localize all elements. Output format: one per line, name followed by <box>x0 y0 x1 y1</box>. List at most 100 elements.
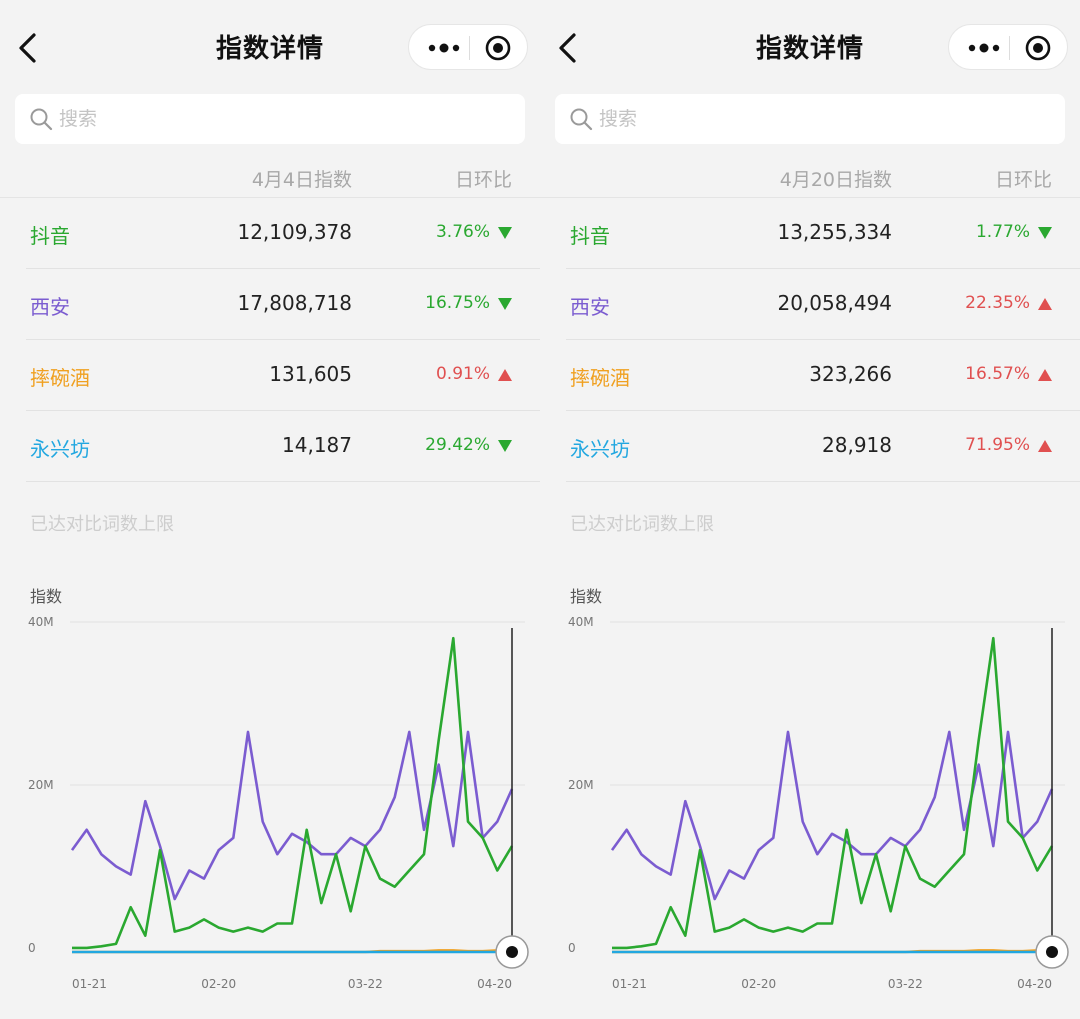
keyword-row[interactable]: 抖音 13,255,334 1.77% <box>540 198 1080 269</box>
series-line-douyin <box>72 636 514 950</box>
x-tick-label: 02-20 <box>741 977 776 991</box>
triangle-up-icon <box>1038 440 1052 452</box>
ratio-value: 22.35% <box>965 293 1030 313</box>
triangle-up-icon <box>1038 369 1052 381</box>
chart-ylabel: 指数 <box>570 587 603 606</box>
cursor-handle[interactable] <box>1035 935 1069 969</box>
row-divider <box>566 339 1080 340</box>
x-tick-label: 01-21 <box>612 977 647 991</box>
keyword-label: 永兴坊 <box>570 437 630 461</box>
table-header: 4月20日指数 日环比 <box>540 160 1080 198</box>
ratio-value: 71.95% <box>965 435 1030 455</box>
search-box[interactable] <box>15 94 525 144</box>
close-record-icon[interactable] <box>485 35 511 61</box>
trend-chart[interactable]: 0 20M 40M 01-21 02-20 03-22 04-20 <box>0 600 540 1000</box>
series-line-xian <box>70 730 514 901</box>
panel-right: 指数详情 4月20日指数 日环比 抖音 13,255,334 1.77% 西安 20,0… <box>540 0 1080 1019</box>
keyword-label: 西安 <box>30 295 70 319</box>
menu-capsule <box>948 24 1068 70</box>
index-value: 12,109,378 <box>237 220 352 244</box>
keyword-row[interactable]: 摔碗酒 131,605 0.91% <box>0 340 540 411</box>
x-tick-label: 03-22 <box>888 977 923 991</box>
cursor-handle[interactable] <box>495 935 529 969</box>
menu-capsule <box>408 24 528 70</box>
page-title: 指数详情 <box>755 34 864 64</box>
y-tick-label: 20M <box>568 778 594 792</box>
trend-chart[interactable]: 0 20M 40M 01-21 02-20 03-22 04-20 <box>540 600 1080 1000</box>
ratio-value: 29.42% <box>425 435 490 455</box>
close-record-icon[interactable] <box>1025 35 1051 61</box>
row-divider <box>26 339 540 340</box>
keyword-row[interactable]: 西安 20,058,494 22.35% <box>540 269 1080 340</box>
y-tick-label: 40M <box>28 615 54 629</box>
y-tick-label: 20M <box>28 778 54 792</box>
triangle-down-icon <box>1038 227 1052 239</box>
header-ratio: 日环比 <box>994 169 1052 191</box>
index-value: 13,255,334 <box>777 220 892 244</box>
search-input[interactable] <box>59 104 499 134</box>
row-divider <box>566 481 1080 482</box>
ratio-value: 16.75% <box>425 293 490 313</box>
series-line-douyin <box>612 636 1054 950</box>
page-title: 指数详情 <box>215 34 324 64</box>
keyword-row[interactable]: 永兴坊 28,918 71.95% <box>540 411 1080 482</box>
x-tick-label: 03-22 <box>348 977 383 991</box>
row-divider <box>26 268 540 269</box>
chart-ylabel: 指数 <box>30 587 63 606</box>
ratio-value: 16.57% <box>965 364 1030 384</box>
row-divider <box>566 268 1080 269</box>
keyword-label: 抖音 <box>570 224 610 248</box>
keyword-row[interactable]: 摔碗酒 323,266 16.57% <box>540 340 1080 411</box>
index-value: 20,058,494 <box>777 291 892 315</box>
keyword-label: 永兴坊 <box>30 437 90 461</box>
search-box[interactable] <box>555 94 1065 144</box>
back-button[interactable] <box>554 30 584 66</box>
back-button[interactable] <box>14 30 44 66</box>
more-icon[interactable] <box>427 40 461 56</box>
ratio-value: 0.91% <box>435 364 490 384</box>
triangle-down-icon <box>498 227 512 239</box>
row-divider <box>26 410 540 411</box>
panel-left: 指数详情 4月4日指数 日环比 抖音 12,109,378 3.76% 西安 17,80… <box>0 24 540 1000</box>
more-icon[interactable] <box>967 40 1001 56</box>
capsule-divider <box>1009 36 1010 60</box>
index-value: 14,187 <box>282 433 352 457</box>
y-tick-label: 40M <box>568 615 594 629</box>
keyword-row[interactable]: 西安 17,808,718 16.75% <box>0 269 540 340</box>
keyword-row[interactable]: 抖音 12,109,378 3.76% <box>0 198 540 269</box>
search-input[interactable] <box>599 104 1039 134</box>
table-header: 4月4日指数 日环比 <box>0 160 540 198</box>
index-value: 28,918 <box>822 433 892 457</box>
capsule-divider <box>469 36 470 60</box>
y-tick-label: 0 <box>568 941 576 955</box>
x-tick-label: 04-20 <box>477 977 512 991</box>
row-divider <box>26 481 540 482</box>
row-divider <box>566 410 1080 411</box>
triangle-up-icon <box>498 369 512 381</box>
ratio-value: 1.77% <box>975 222 1030 242</box>
triangle-up-icon <box>1038 298 1052 310</box>
keyword-label: 抖音 <box>30 224 70 248</box>
x-tick-label: 02-20 <box>201 977 236 991</box>
keyword-label: 西安 <box>570 295 610 319</box>
ratio-value: 3.76% <box>435 222 490 242</box>
header-ratio: 日环比 <box>454 169 512 191</box>
index-value: 17,808,718 <box>237 291 352 315</box>
limit-note: 已达对比词数上限 <box>30 514 174 535</box>
triangle-down-icon <box>498 298 512 310</box>
index-value: 323,266 <box>809 362 892 386</box>
index-value: 131,605 <box>269 362 352 386</box>
x-tick-label: 01-21 <box>72 977 107 991</box>
keyword-row[interactable]: 永兴坊 14,187 29.42% <box>0 411 540 482</box>
keyword-label: 摔碗酒 <box>30 366 90 390</box>
header-index: 4月4日指数 <box>251 169 352 191</box>
series-line-xian <box>610 730 1054 901</box>
limit-note: 已达对比词数上限 <box>570 514 714 535</box>
header-index: 4月20日指数 <box>779 169 892 191</box>
search-icon <box>570 108 593 131</box>
x-tick-label: 04-20 <box>1017 977 1052 991</box>
y-tick-label: 0 <box>28 941 36 955</box>
triangle-down-icon <box>498 440 512 452</box>
search-icon <box>30 108 53 131</box>
keyword-label: 摔碗酒 <box>570 366 630 390</box>
